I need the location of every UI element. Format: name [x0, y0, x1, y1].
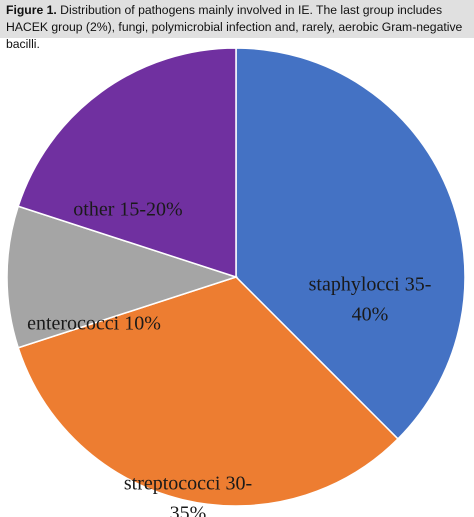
figure-caption-text: Distribution of pathogens mainly involve…	[6, 3, 463, 51]
pie-slice-3	[17, 47, 237, 279]
pie-slice-1	[17, 276, 399, 507]
pie-slice-0	[235, 47, 466, 440]
figure-caption: Figure 1. Distribution of pathogens main…	[0, 0, 474, 51]
pie-labels: staphylocci 35- 40% streptococci 30- 35% ent…	[27, 199, 431, 517]
slice-label-3-line-0: other 15-20%	[73, 199, 182, 221]
slice-label-1-line-1: 35%	[170, 503, 207, 517]
slice-label-0-line-0: staphylocci 35-	[309, 274, 432, 296]
slice-label-0-line-1: 40%	[352, 304, 389, 326]
pie-slice-2	[6, 205, 239, 349]
slice-label-2-line-0: enterococci 10%	[27, 313, 161, 335]
figure-caption-label: Figure 1.	[6, 3, 57, 17]
pie-slices	[6, 47, 466, 507]
slice-label-1-line-0: streptococci 30-	[124, 473, 252, 495]
pie-chart: staphylocci 35- 40% streptococci 30- 35% ent…	[6, 47, 466, 517]
